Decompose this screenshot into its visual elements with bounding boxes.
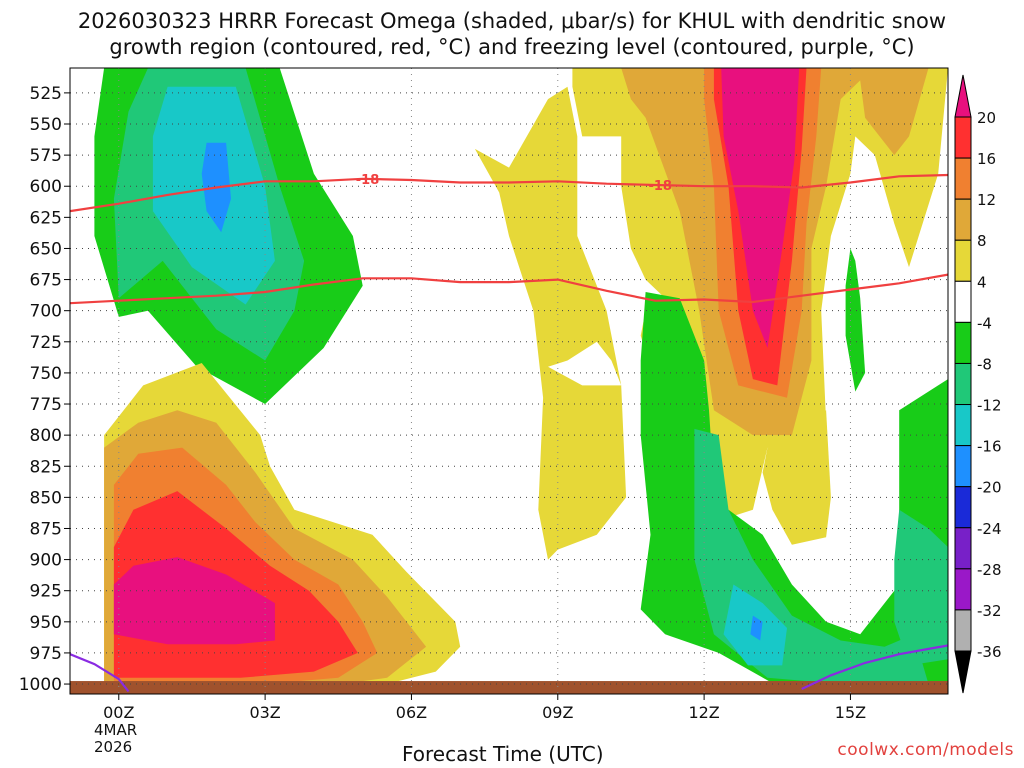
y-tick-label-700: 700 bbox=[30, 302, 62, 322]
colorbar-label-8: 8 bbox=[977, 232, 987, 250]
colorbar-label-4: 4 bbox=[977, 273, 987, 291]
colorbar-bin-10 bbox=[954, 527, 972, 570]
contour-freezing-level-right bbox=[801, 644, 948, 690]
omega-shade-pos20-lowerleft bbox=[113, 557, 275, 645]
plot-frame bbox=[69, 67, 949, 695]
x-tick-label-12Z: 12Z bbox=[688, 703, 719, 722]
x-axis-title: Forecast Time (UTC) bbox=[402, 742, 604, 766]
omega-shade-neg4-right-thin bbox=[845, 248, 866, 392]
x-tick-label-06Z: 06Z bbox=[396, 703, 427, 722]
colorbar-bin-5 bbox=[954, 321, 972, 364]
start-date-label: 4MAR 2026 bbox=[94, 722, 137, 756]
colorbar-label--4: -4 bbox=[977, 314, 992, 332]
colorbar-bottom-arrow bbox=[954, 650, 972, 694]
colorbar-label--16: -16 bbox=[977, 438, 1002, 456]
omega-shade-pos4-right-tail bbox=[762, 410, 831, 545]
y-tick-label-550: 550 bbox=[30, 115, 62, 135]
colorbar-label--28: -28 bbox=[977, 561, 1002, 579]
x-tick-label-00Z: 00Z bbox=[103, 703, 134, 722]
colorbar-label-20: 20 bbox=[977, 109, 996, 127]
y-tick-label-1000: 1000 bbox=[19, 675, 62, 695]
colorbar-bin-7 bbox=[954, 404, 972, 447]
y-tick-label-850: 850 bbox=[30, 488, 62, 508]
omega-shade-neg8-right-lower bbox=[894, 509, 948, 666]
contour-label-1: -18 bbox=[648, 179, 672, 194]
y-tick-label-775: 775 bbox=[30, 395, 62, 415]
colorbar: 20 16 12 8 4 -4 -8 -12 -16 -20 -24 -28 -32 -36 bbox=[954, 74, 1002, 694]
chart-title-line1: 2026030323 HRRR Forecast Omega (shaded, … bbox=[77, 9, 947, 33]
colorbar-label--32: -32 bbox=[977, 602, 1002, 620]
colorbar-label--12: -12 bbox=[977, 397, 1002, 415]
y-tick-label-950: 950 bbox=[30, 613, 62, 633]
y-tick-label-900: 900 bbox=[30, 551, 62, 571]
colorbar-label--20: -20 bbox=[977, 479, 1002, 497]
y-tick-label-875: 875 bbox=[30, 519, 62, 539]
x-tick-label-03Z: 03Z bbox=[249, 703, 280, 722]
plot-area: -18 -18 bbox=[70, 68, 948, 694]
ground-surface bbox=[70, 681, 948, 694]
y-tick-label-575: 575 bbox=[30, 146, 62, 166]
colorbar-label--36: -36 bbox=[977, 643, 1002, 661]
y-tick-label-975: 975 bbox=[30, 644, 62, 664]
y-tick-label-625: 625 bbox=[30, 208, 62, 228]
colorbar-label-16: 16 bbox=[977, 150, 996, 168]
colorbar-label--8: -8 bbox=[977, 355, 992, 373]
colorbar-bin-11 bbox=[954, 568, 972, 611]
x-tick-label-15Z: 15Z bbox=[835, 703, 866, 722]
y-tick-label-825: 825 bbox=[30, 457, 62, 477]
y-tick-label-725: 725 bbox=[30, 333, 62, 353]
y-tick-label-750: 750 bbox=[30, 364, 62, 384]
colorbar-top-arrow bbox=[954, 74, 972, 118]
date-year: 2026 bbox=[94, 738, 133, 756]
colorbar-bin-8 bbox=[954, 445, 972, 488]
contour-dendritic-12c bbox=[70, 173, 948, 213]
colorbar-bin-2 bbox=[954, 198, 972, 241]
chart-title-line2: growth region (contoured, red, °C) and f… bbox=[109, 35, 915, 59]
colorbar-bin-0 bbox=[954, 116, 972, 159]
colorbar-label--24: -24 bbox=[977, 520, 1002, 538]
y-tick-label-525: 525 bbox=[30, 84, 62, 104]
y-tick-label-800: 800 bbox=[30, 426, 62, 446]
axes: 525 550 575 600 625 650 675 700 725 750 775 800 825 8… bbox=[19, 67, 949, 722]
colorbar-bin-4 bbox=[954, 280, 972, 323]
omega-shade-neg16-right bbox=[750, 615, 763, 641]
contour-freezing-level bbox=[70, 653, 130, 693]
colorbar-bin-9 bbox=[954, 486, 972, 529]
omega-shade-neutral-center-gap bbox=[548, 341, 622, 386]
colorbar-label-12: 12 bbox=[977, 191, 996, 209]
y-tick-label-925: 925 bbox=[30, 582, 62, 602]
contour-label-0: -18 bbox=[356, 173, 380, 188]
omega-shade-pos4-center-band bbox=[474, 86, 627, 560]
y-tick-label-675: 675 bbox=[30, 271, 62, 291]
y-tick-label-600: 600 bbox=[30, 177, 62, 197]
colorbar-bin-12 bbox=[954, 609, 972, 652]
credit-link[interactable]: coolwx.com/models bbox=[837, 740, 1014, 760]
colorbar-bin-3 bbox=[954, 239, 972, 282]
colorbar-bin-6 bbox=[954, 362, 972, 406]
date-day: 4MAR bbox=[94, 721, 138, 739]
x-tick-label-09Z: 09Z bbox=[542, 703, 573, 722]
colorbar-bin-1 bbox=[954, 157, 972, 200]
omega-shade-pos20-right bbox=[721, 68, 800, 348]
y-tick-label-650: 650 bbox=[30, 239, 62, 259]
contour-dendritic-18c bbox=[70, 273, 948, 305]
